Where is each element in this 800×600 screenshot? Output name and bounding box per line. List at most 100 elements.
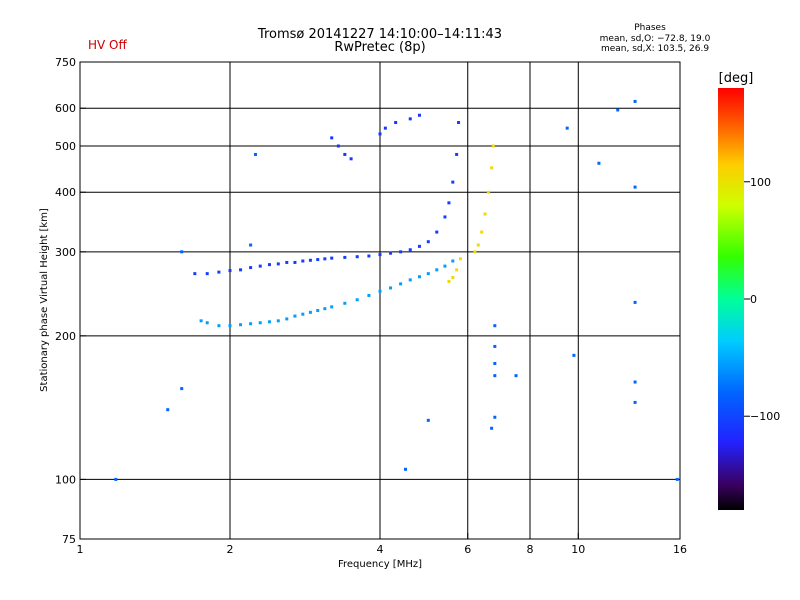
phases-o-mode: mean, sd,O: −72.8, 19.0 [599,34,711,44]
data-point [276,319,280,323]
data-point [199,319,203,323]
data-point [394,121,398,125]
data-point [355,255,359,259]
data-point [491,144,495,148]
data-point [239,323,243,327]
data-point [239,268,243,272]
data-point [383,126,387,130]
data-point [343,255,347,259]
data-point [403,467,407,471]
data-point [349,157,353,161]
data-point [316,258,320,262]
data-point [435,230,439,234]
colorbar-tick-label: 100 [750,176,771,189]
data-point [633,400,637,404]
data-point [451,259,455,263]
data-point [480,230,484,234]
data-point [114,477,118,481]
data-point [451,276,455,280]
data-point [417,244,421,248]
y-tick-label: 500 [55,140,76,153]
data-point [367,254,371,258]
data-point [473,250,477,254]
data-point [367,293,371,297]
colorbar-ticks: 100 0 −100 [744,176,780,423]
data-point [193,272,197,276]
data-point [166,408,170,412]
data-point [258,264,262,268]
y-tick-label: 750 [55,56,76,69]
data-point [455,268,459,272]
y-tick-label: 600 [55,102,76,115]
data-point [417,275,421,279]
data-point [316,308,320,312]
data-point [389,286,393,290]
data-point [426,240,430,244]
y-tick-label: 75 [62,533,76,546]
x-tick-label: 10 [571,543,585,556]
data-point [293,260,297,264]
colorbar-unit-label: [deg] [719,71,754,86]
x-tick-label: 4 [377,543,384,556]
data-point [455,152,459,156]
data-point [443,215,447,219]
x-tick-label: 8 [527,543,534,556]
data-point [180,387,184,391]
data-point [486,190,490,194]
y-axis-ticks: 75 100 200 300 400 500 600 750 [55,56,86,546]
data-point [399,282,403,286]
data-point [458,257,462,261]
data-point [633,99,637,103]
x-tick-label: 1 [77,543,84,556]
data-point [217,270,221,274]
data-point [457,121,461,125]
data-point [378,253,382,257]
y-tick-label: 300 [55,246,76,259]
data-point [426,418,430,422]
data-point [597,161,601,165]
data-point [490,426,494,430]
data-point [493,344,497,348]
data-point [249,266,253,270]
data-point [323,257,327,261]
data-point [378,132,382,136]
data-point [493,374,497,378]
data-point [323,307,327,311]
data-point [343,301,347,305]
colorbar-tick-label: 0 [750,293,757,306]
data-point [343,152,347,156]
data-point [435,268,439,272]
data-point [228,324,232,328]
y-axis-label: Stationary phase Virtual Height [km] [39,208,50,392]
data-point [205,321,209,325]
data-point [355,298,359,302]
colorbar [718,88,744,510]
grid-lines [80,62,680,539]
data-point [451,180,455,184]
colorbar-tick-label: −100 [750,410,780,423]
data-point [514,374,518,378]
hv-status-label: HV Off [88,38,127,52]
data-point [249,322,253,326]
data-point [285,317,289,321]
x-axis-ticks: 1 2 4 6 8 10 16 [77,533,687,556]
phases-x-mode: mean, sd,X: 103.5, 26.9 [600,44,710,54]
data-point [633,185,637,189]
data-point [675,477,679,481]
data-point [565,126,569,130]
data-point [293,314,297,318]
data-point [493,415,497,419]
data-point [217,324,221,328]
data-point [205,272,209,276]
data-point [301,312,305,316]
data-point [633,380,637,384]
data-point [417,113,421,117]
data-point [378,289,382,293]
data-point [180,250,184,254]
data-point [267,263,271,267]
data-point [493,361,497,365]
data-point [483,212,487,216]
data-points [114,99,679,481]
data-point [399,250,403,254]
chart-title: Tromsø 20141227 14:10:00–14:11:43 [257,27,503,42]
